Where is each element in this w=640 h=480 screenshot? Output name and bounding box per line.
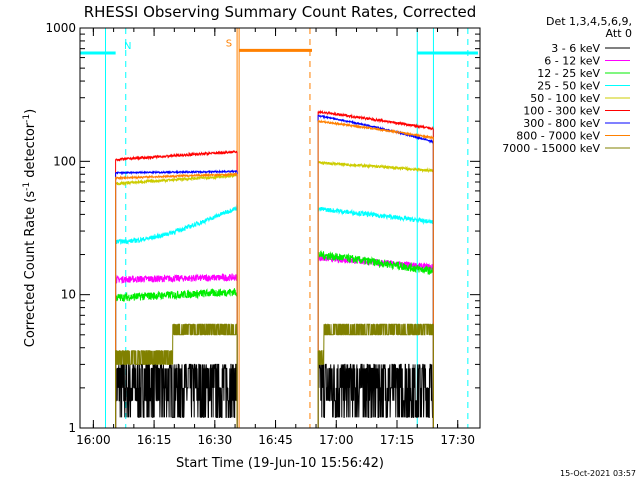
y-tick-label: 1 xyxy=(68,421,76,435)
x-tick-label: 17:00 xyxy=(319,433,354,447)
x-tick-label: 16:30 xyxy=(198,433,233,447)
y-axis-label-main: Corrected Count Rate (s xyxy=(23,191,38,348)
x-tick-label: 16:15 xyxy=(137,433,172,447)
y-tick-label: 100 xyxy=(53,154,76,168)
series-line xyxy=(317,119,434,429)
y-axis-label-end: ) xyxy=(23,109,38,114)
series-line xyxy=(317,250,434,429)
legend-entry-label: 50 - 100 keV xyxy=(530,92,600,105)
legend-entry-label: 7000 - 15000 keV xyxy=(502,142,600,155)
series-line xyxy=(317,323,434,429)
legend-entry-label: 800 - 7000 keV xyxy=(516,130,600,143)
series-line xyxy=(115,323,238,428)
legend-entry-label: 300 - 800 keV xyxy=(523,117,600,130)
series-line xyxy=(317,160,434,429)
x-tick-label: 16:45 xyxy=(258,433,293,447)
x-axis-label: Start Time (19-Jun-10 15:56:42) xyxy=(176,456,384,471)
legend-entry-label: 12 - 25 keV xyxy=(537,67,600,80)
series-line xyxy=(115,273,238,428)
legend-entry-label: 6 - 12 keV xyxy=(544,55,600,68)
series-line xyxy=(115,171,238,428)
series-line xyxy=(115,204,238,428)
series-line xyxy=(317,109,434,429)
timestamp: 15-Oct-2021 03:57 xyxy=(560,469,636,478)
series-line xyxy=(115,287,238,428)
series-line xyxy=(317,114,434,429)
chart-title: RHESSI Observing Summary Count Rates, Co… xyxy=(84,3,477,21)
axes: 16:00 16:15 16:30 16:45 17:00 17:15 17:30 1 10 10… xyxy=(45,21,480,447)
y-axis-label-sup2: -1 xyxy=(22,114,32,123)
x-tick-label: 17:15 xyxy=(380,433,415,447)
series-line xyxy=(115,169,238,428)
flag-label: S xyxy=(226,38,232,49)
legend-entry-label: 3 - 6 keV xyxy=(551,42,600,55)
x-tick-label: 17:30 xyxy=(440,433,475,447)
y-axis-label: Corrected Count Rate (s-1 detector-1) xyxy=(22,109,38,347)
y-tick-label: 10 xyxy=(61,288,76,302)
flag-label: N xyxy=(124,41,131,52)
x-tick-label: 16:00 xyxy=(76,433,111,447)
series-line xyxy=(317,206,434,429)
detector-line-1: Det 1,3,4,5,6,9, xyxy=(546,15,632,28)
y-axis-label-mid: detector xyxy=(23,122,38,182)
y-tick-label: 1000 xyxy=(45,21,76,35)
legend-entry-label: 100 - 300 keV xyxy=(523,105,600,118)
detector-line-2: Att 0 xyxy=(606,27,632,40)
plot-frame xyxy=(79,27,481,429)
series-line xyxy=(115,363,238,428)
legend-entry-label: 25 - 50 keV xyxy=(537,80,600,93)
series-line xyxy=(317,363,434,429)
series-line xyxy=(115,173,238,428)
y-axis-label-sup1: -1 xyxy=(22,182,32,191)
series-line xyxy=(115,149,238,428)
